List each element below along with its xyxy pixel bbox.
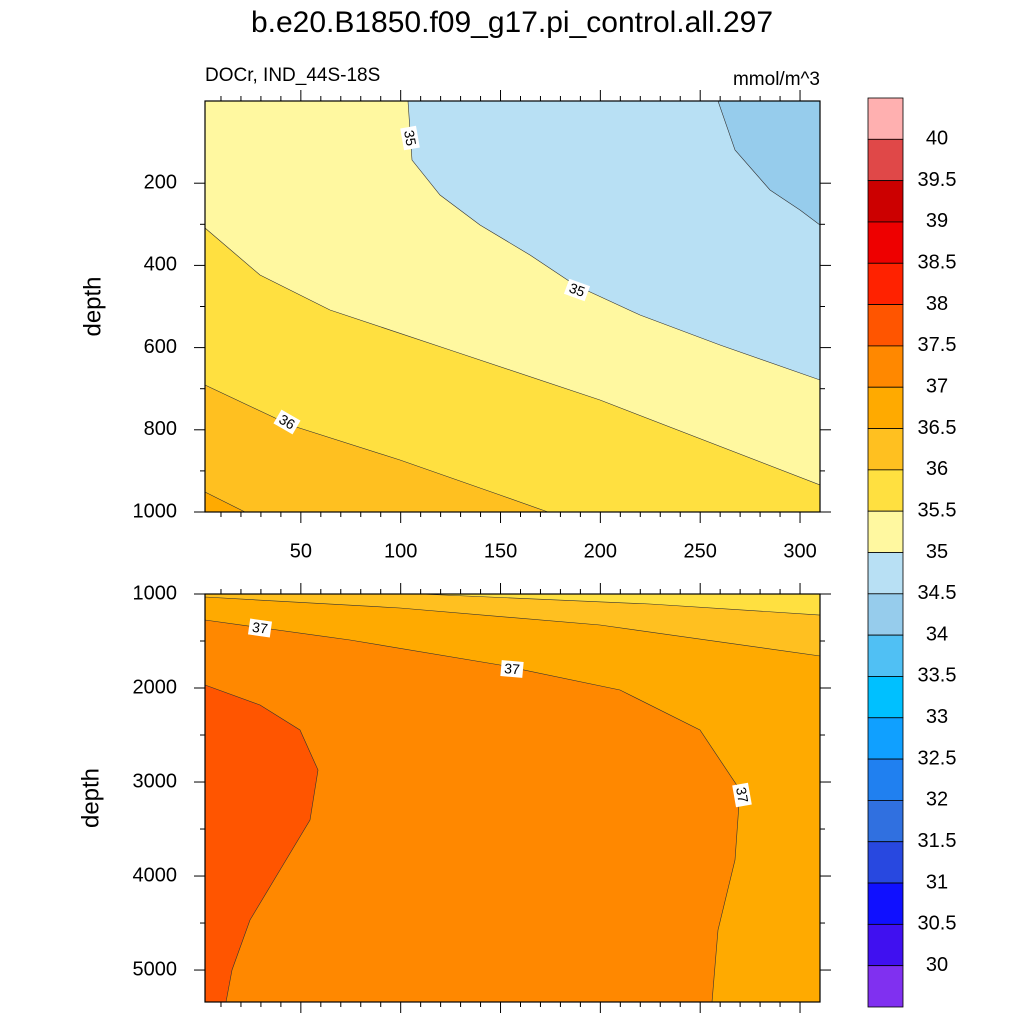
contour-label-box xyxy=(400,125,420,151)
colorbar-label: 34.5 xyxy=(918,582,957,604)
y-tick-label: 4000 xyxy=(133,864,178,886)
y-tick-label: 1000 xyxy=(133,582,178,604)
colorbar-box xyxy=(867,345,904,388)
colorbar-box xyxy=(867,965,904,1008)
colorbar-box xyxy=(867,717,904,760)
x-tick-label: 100 xyxy=(384,540,417,562)
colorbar-label: 31.5 xyxy=(918,830,957,852)
colorbar-box xyxy=(867,758,904,801)
subtitle-left: DOCr, IND_44S-18S xyxy=(205,65,380,86)
contour-label: 37 xyxy=(500,660,524,678)
colorbar-box xyxy=(867,676,904,719)
x-tick-label: 250 xyxy=(684,540,717,562)
contour-label: 37 xyxy=(732,782,752,808)
contour-label-box xyxy=(563,278,591,302)
colorbar-box xyxy=(867,552,904,595)
colorbar-label: 32 xyxy=(926,789,948,811)
colorbar-box xyxy=(867,304,904,347)
colorbar-label: 33.5 xyxy=(918,665,957,687)
x-tick-label: 150 xyxy=(484,540,517,562)
colorbar-box xyxy=(867,841,904,884)
colorbar-label: 30.5 xyxy=(918,913,957,935)
colorbar-box xyxy=(867,428,904,471)
contour-label-box xyxy=(500,660,524,678)
contour-label: 35 xyxy=(563,278,591,302)
contour-label-text: 35 xyxy=(401,129,419,147)
colorbar-box xyxy=(867,634,904,677)
x-tick-label: 200 xyxy=(584,540,617,562)
subtitle-right: mmol/m^3 xyxy=(733,69,820,90)
colorbar-label: 38.5 xyxy=(918,252,957,274)
colorbar-label: 36 xyxy=(926,458,948,480)
x-tick-label: 300 xyxy=(783,540,816,562)
y-tick-label: 1000 xyxy=(133,500,178,522)
contour-fill xyxy=(204,593,821,1003)
colorbar-box xyxy=(867,386,904,429)
x-tick-label: 50 xyxy=(290,540,312,562)
y-tick-label: 5000 xyxy=(133,958,178,980)
contour-label-text: 37 xyxy=(733,786,751,804)
contour-label-text: 37 xyxy=(251,619,269,637)
contour-fill xyxy=(204,100,821,513)
y-tick-label: 3000 xyxy=(133,770,178,792)
colorbar-label: 34 xyxy=(926,623,948,645)
colorbar-label: 31 xyxy=(926,871,948,893)
colorbar-box xyxy=(867,593,904,636)
colorbar-label: 38 xyxy=(926,293,948,315)
colorbar-label: 35.5 xyxy=(918,499,957,521)
colorbar-label: 40 xyxy=(926,128,948,150)
colorbar-box xyxy=(867,138,904,182)
y-axis-label: depth xyxy=(79,276,106,336)
contour-label: 35 xyxy=(400,125,420,151)
y-tick-label: 2000 xyxy=(133,676,178,698)
colorbar-box xyxy=(867,262,904,305)
colorbar-box xyxy=(867,510,904,553)
colorbar-box xyxy=(867,800,904,843)
colorbar-label: 39 xyxy=(926,210,948,232)
contour-label-text: 35 xyxy=(567,280,587,300)
y-tick-label: 600 xyxy=(144,336,177,358)
colorbar-label: 39.5 xyxy=(918,169,957,191)
contour-label-box xyxy=(273,409,301,435)
contour-label: 36 xyxy=(273,409,301,435)
colorbar-label: 30 xyxy=(926,954,948,976)
colorbar-label: 33 xyxy=(926,706,948,728)
contour-label-box xyxy=(732,782,752,808)
colorbar-box xyxy=(867,923,904,967)
colorbar-label: 37.5 xyxy=(918,334,957,356)
colorbar-box xyxy=(867,180,904,223)
contour-label-text: 37 xyxy=(504,660,521,677)
colorbar-label: 36.5 xyxy=(918,417,957,439)
y-tick-label: 200 xyxy=(144,171,177,193)
colorbar-label: 37 xyxy=(926,376,948,398)
contour-label-box xyxy=(247,618,273,638)
colorbar-box xyxy=(867,97,904,140)
contour-label: 37 xyxy=(247,618,273,638)
chart-title: b.e20.B1850.f09_g17.pi_control.all.297 xyxy=(251,6,773,39)
colorbar-box xyxy=(867,469,904,512)
colorbar-label: 32.5 xyxy=(918,747,957,769)
contour-label-text: 36 xyxy=(276,411,298,433)
colorbar-label: 35 xyxy=(926,541,948,563)
y-axis-label: depth xyxy=(77,768,104,828)
y-tick-label: 800 xyxy=(144,418,177,440)
y-tick-label: 400 xyxy=(144,254,177,276)
colorbar-box xyxy=(867,882,904,925)
plot-frame xyxy=(204,593,821,1003)
colorbar-box xyxy=(867,221,904,264)
